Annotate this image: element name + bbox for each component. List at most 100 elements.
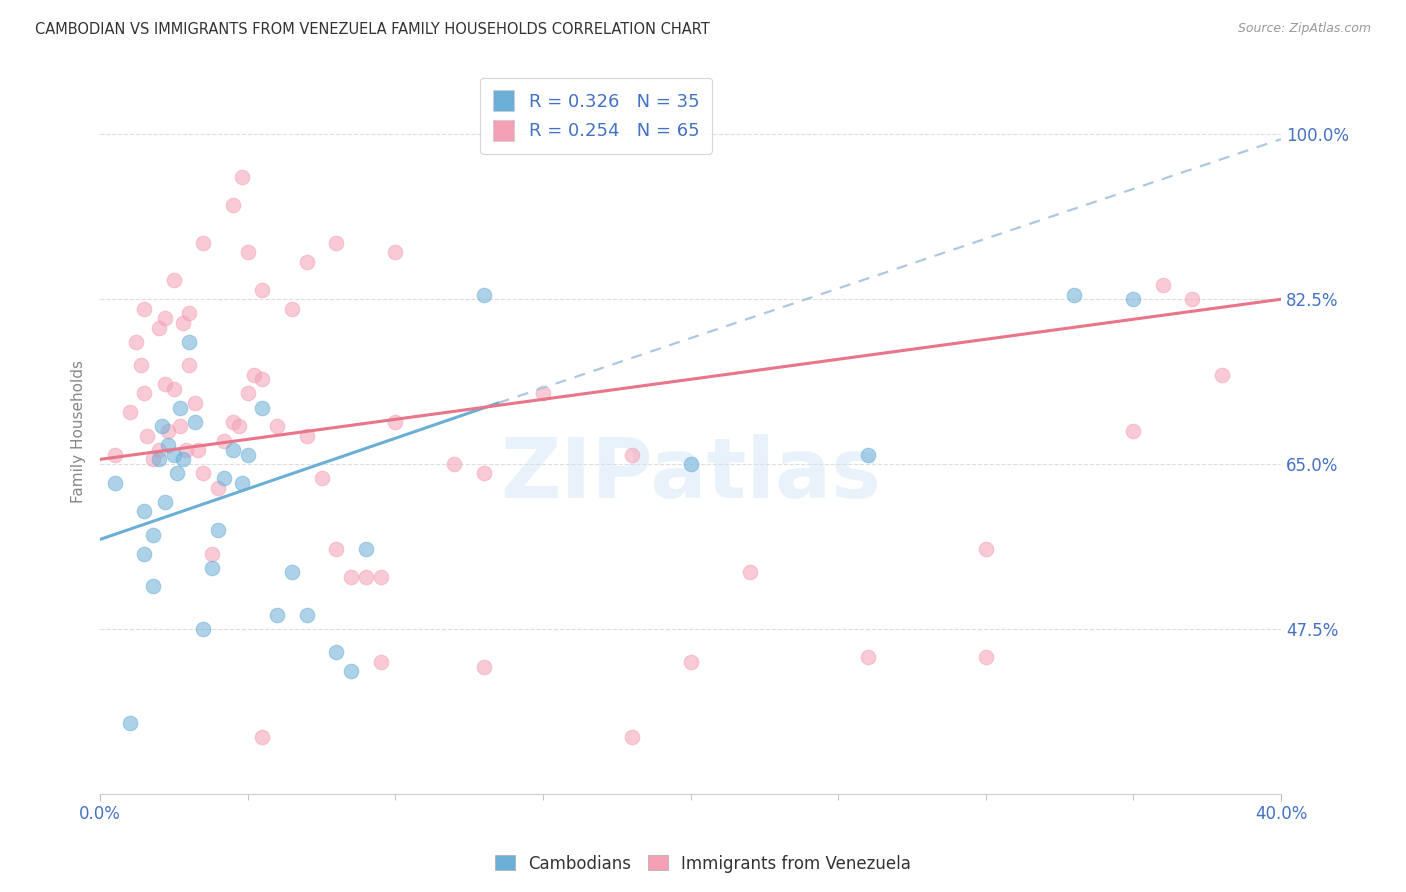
Point xyxy=(384,245,406,260)
Point xyxy=(443,457,465,471)
Point xyxy=(266,607,288,622)
Point xyxy=(252,730,274,744)
Point xyxy=(207,481,229,495)
Point xyxy=(124,334,146,349)
Point xyxy=(136,429,159,443)
Text: Source: ZipAtlas.com: Source: ZipAtlas.com xyxy=(1237,22,1371,36)
Point xyxy=(856,650,879,665)
Point xyxy=(193,235,215,250)
Point xyxy=(212,471,235,485)
Point xyxy=(163,448,186,462)
Legend: R = 0.326   N = 35, R = 0.254   N = 65: R = 0.326 N = 35, R = 0.254 N = 65 xyxy=(479,78,711,153)
Point xyxy=(169,419,191,434)
Point xyxy=(148,442,170,457)
Point xyxy=(177,358,200,372)
Point xyxy=(201,547,224,561)
Point xyxy=(856,448,879,462)
Point xyxy=(163,382,186,396)
Point xyxy=(169,401,191,415)
Point xyxy=(118,405,141,419)
Text: ZIPatlas: ZIPatlas xyxy=(501,434,882,515)
Point xyxy=(370,570,392,584)
Text: CAMBODIAN VS IMMIGRANTS FROM VENEZUELA FAMILY HOUSEHOLDS CORRELATION CHART: CAMBODIAN VS IMMIGRANTS FROM VENEZUELA F… xyxy=(35,22,710,37)
Point xyxy=(679,457,702,471)
Point xyxy=(193,467,215,481)
Point xyxy=(174,442,197,457)
Point xyxy=(207,523,229,537)
Point xyxy=(222,415,245,429)
Legend: Cambodians, Immigrants from Venezuela: Cambodians, Immigrants from Venezuela xyxy=(488,848,918,880)
Point xyxy=(1122,292,1144,306)
Point xyxy=(974,650,997,665)
Point xyxy=(1152,278,1174,293)
Point xyxy=(228,419,250,434)
Point xyxy=(231,169,253,184)
Point xyxy=(131,358,153,372)
Point xyxy=(472,287,495,301)
Point xyxy=(620,730,643,744)
Point xyxy=(1181,292,1204,306)
Point xyxy=(134,547,156,561)
Point xyxy=(281,301,304,316)
Point xyxy=(153,494,176,508)
Point xyxy=(142,579,165,593)
Point xyxy=(150,419,173,434)
Point xyxy=(1063,287,1085,301)
Point xyxy=(134,301,156,316)
Point xyxy=(104,448,127,462)
Point xyxy=(153,311,176,326)
Point xyxy=(311,471,333,485)
Point xyxy=(340,665,363,679)
Point xyxy=(157,438,180,452)
Point xyxy=(620,448,643,462)
Point xyxy=(177,306,200,320)
Point xyxy=(340,570,363,584)
Point xyxy=(157,424,180,438)
Point xyxy=(183,415,205,429)
Point xyxy=(295,607,318,622)
Point xyxy=(166,467,188,481)
Point xyxy=(252,372,274,386)
Point xyxy=(281,566,304,580)
Point xyxy=(172,452,194,467)
Point xyxy=(384,415,406,429)
Point xyxy=(242,368,264,382)
Point xyxy=(252,401,274,415)
Point xyxy=(236,245,259,260)
Point xyxy=(325,541,347,556)
Point xyxy=(134,504,156,518)
Point xyxy=(118,716,141,731)
Point xyxy=(236,448,259,462)
Point xyxy=(738,566,761,580)
Point xyxy=(531,386,554,401)
Point xyxy=(222,198,245,212)
Y-axis label: Family Households: Family Households xyxy=(72,359,86,502)
Point xyxy=(236,386,259,401)
Point xyxy=(142,527,165,541)
Point xyxy=(183,396,205,410)
Point xyxy=(295,254,318,268)
Point xyxy=(679,655,702,669)
Point xyxy=(266,419,288,434)
Point xyxy=(163,273,186,287)
Point xyxy=(354,570,377,584)
Point xyxy=(1211,368,1233,382)
Point xyxy=(252,283,274,297)
Point xyxy=(212,434,235,448)
Point xyxy=(148,452,170,467)
Point xyxy=(325,645,347,659)
Point xyxy=(177,334,200,349)
Point xyxy=(354,541,377,556)
Point xyxy=(187,442,209,457)
Point xyxy=(172,316,194,330)
Point xyxy=(325,235,347,250)
Point xyxy=(193,622,215,636)
Point xyxy=(472,659,495,673)
Point xyxy=(974,541,997,556)
Point xyxy=(295,429,318,443)
Point xyxy=(153,377,176,392)
Point xyxy=(148,320,170,334)
Point xyxy=(472,467,495,481)
Point xyxy=(231,475,253,490)
Point xyxy=(1122,424,1144,438)
